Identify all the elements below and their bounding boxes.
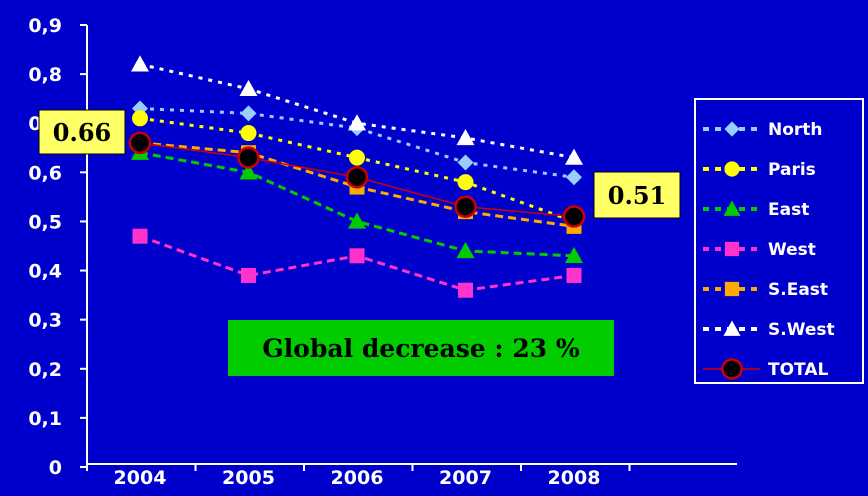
legend-label: S.West bbox=[768, 320, 835, 340]
data-point bbox=[239, 79, 258, 97]
data-point bbox=[457, 154, 474, 171]
data-point bbox=[458, 282, 473, 298]
legend-label: West bbox=[768, 240, 816, 260]
start-callout-box bbox=[38, 109, 126, 155]
series-line bbox=[139, 151, 575, 258]
x-tick-label: 2004 bbox=[114, 467, 167, 489]
y-tick-label: 0,3 bbox=[28, 310, 62, 332]
banner-box bbox=[228, 320, 614, 376]
data-point bbox=[239, 163, 258, 180]
data-point bbox=[240, 125, 257, 142]
y-tick-label: 0,6 bbox=[28, 162, 62, 184]
data-point bbox=[237, 146, 260, 169]
y-tick-label: 0,5 bbox=[28, 211, 62, 233]
data-point bbox=[131, 55, 149, 72]
banner-label: Global decrease : 23 % bbox=[262, 334, 579, 363]
y-tick-label: 0,8 bbox=[28, 64, 62, 86]
start-value-callout: 0.66 bbox=[38, 109, 126, 155]
legend-marker bbox=[724, 161, 740, 177]
x-tick-label: 2006 bbox=[331, 467, 384, 489]
legend-label: TOTAL bbox=[768, 360, 828, 380]
legend-frame bbox=[694, 98, 864, 384]
legend-marker bbox=[724, 281, 740, 297]
data-point bbox=[456, 241, 475, 259]
y-tick-label: 0,2 bbox=[28, 359, 62, 381]
y-tick-labels: 00,10,20,30,40,50,60,70,80,9 bbox=[28, 15, 87, 479]
y-tick-label: 0,1 bbox=[28, 408, 62, 430]
y-tick-label: 0,4 bbox=[28, 261, 62, 283]
legend-marker bbox=[724, 121, 740, 137]
data-point bbox=[132, 228, 148, 244]
series-s-west bbox=[131, 55, 583, 165]
legend-items: North Paris East West S.East S.West TOTAL bbox=[703, 120, 835, 380]
legend-item: West bbox=[703, 240, 816, 260]
legend-item: S.West bbox=[703, 320, 835, 340]
data-point bbox=[349, 248, 365, 264]
series-total bbox=[128, 131, 586, 228]
legend-item: TOTAL bbox=[703, 358, 828, 380]
data-point bbox=[348, 114, 366, 131]
end-callout-box bbox=[593, 171, 681, 219]
legend-box: North Paris East West S.East S.West TOTAL bbox=[694, 98, 864, 384]
chart-axes bbox=[86, 25, 737, 470]
end-value-callout: 0.51 bbox=[593, 171, 681, 219]
plot-area bbox=[128, 55, 586, 298]
legend-marker bbox=[723, 320, 741, 336]
x-tick-label: 2005 bbox=[222, 467, 275, 489]
data-point bbox=[240, 105, 257, 122]
series-line bbox=[139, 62, 575, 160]
series-east bbox=[131, 143, 583, 264]
x-tick-label: 2008 bbox=[548, 467, 601, 489]
data-point bbox=[562, 205, 586, 228]
data-point bbox=[454, 195, 477, 218]
data-point bbox=[456, 128, 475, 146]
series-west bbox=[132, 228, 582, 298]
data-point bbox=[457, 174, 474, 191]
legend-marker bbox=[723, 200, 741, 216]
x-tick-labels: 2004 2005 2006 2007 2008 bbox=[86, 464, 631, 489]
data-point bbox=[565, 246, 583, 264]
data-point bbox=[566, 267, 582, 283]
legend-marker bbox=[724, 241, 740, 257]
data-point bbox=[566, 169, 582, 186]
x-tick-label: 2007 bbox=[439, 467, 492, 489]
legend-label: S.East bbox=[768, 280, 828, 300]
legend-marker bbox=[721, 358, 743, 380]
data-point bbox=[348, 212, 366, 229]
legend-label: Paris bbox=[768, 160, 816, 180]
legend-item: S.East bbox=[703, 280, 828, 300]
data-point bbox=[349, 149, 365, 166]
y-tick-label: 0 bbox=[49, 457, 62, 479]
legend-item: Paris bbox=[703, 160, 816, 180]
data-point bbox=[132, 110, 148, 127]
data-point bbox=[241, 267, 256, 283]
legend-label: North bbox=[768, 120, 823, 140]
global-decrease-banner: Global decrease : 23 % bbox=[228, 320, 614, 376]
legend-item: North bbox=[703, 120, 823, 140]
end-callout-label: 0.51 bbox=[608, 181, 666, 210]
start-callout-label: 0.66 bbox=[53, 118, 111, 147]
data-point bbox=[128, 131, 152, 155]
legend-label: East bbox=[768, 200, 809, 220]
legend-item: East bbox=[703, 200, 809, 220]
data-point bbox=[345, 165, 369, 189]
data-point bbox=[565, 148, 583, 165]
series-line bbox=[139, 106, 575, 179]
y-tick-label: 0,9 bbox=[28, 15, 62, 37]
